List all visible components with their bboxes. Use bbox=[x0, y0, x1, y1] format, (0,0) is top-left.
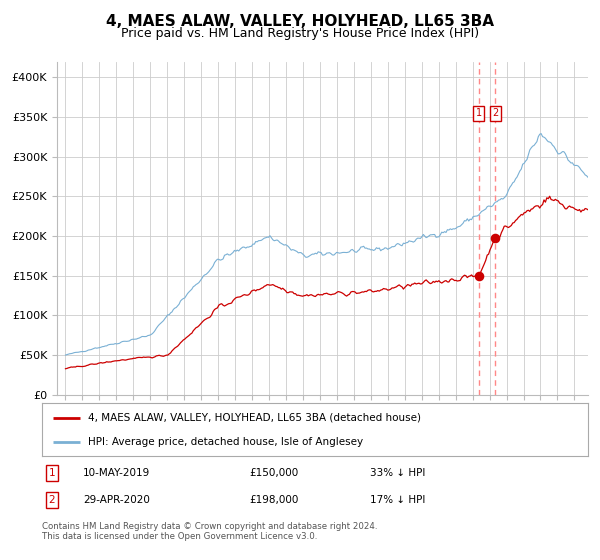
Text: £198,000: £198,000 bbox=[250, 496, 299, 505]
Text: Contains HM Land Registry data © Crown copyright and database right 2024.: Contains HM Land Registry data © Crown c… bbox=[42, 522, 377, 531]
Text: 33% ↓ HPI: 33% ↓ HPI bbox=[370, 468, 425, 478]
Point bbox=[474, 272, 484, 281]
Text: HPI: Average price, detached house, Isle of Anglesey: HPI: Average price, detached house, Isle… bbox=[88, 437, 364, 447]
Point bbox=[490, 234, 500, 242]
Text: 4, MAES ALAW, VALLEY, HOLYHEAD, LL65 3BA (detached house): 4, MAES ALAW, VALLEY, HOLYHEAD, LL65 3BA… bbox=[88, 413, 421, 423]
Text: 1: 1 bbox=[476, 108, 482, 118]
Text: Price paid vs. HM Land Registry's House Price Index (HPI): Price paid vs. HM Land Registry's House … bbox=[121, 27, 479, 40]
Text: 2: 2 bbox=[492, 108, 499, 118]
Text: 2: 2 bbox=[49, 496, 55, 505]
Text: 1: 1 bbox=[49, 468, 55, 478]
Text: 29-APR-2020: 29-APR-2020 bbox=[83, 496, 150, 505]
Text: 17% ↓ HPI: 17% ↓ HPI bbox=[370, 496, 425, 505]
Text: £150,000: £150,000 bbox=[250, 468, 299, 478]
Text: 4, MAES ALAW, VALLEY, HOLYHEAD, LL65 3BA: 4, MAES ALAW, VALLEY, HOLYHEAD, LL65 3BA bbox=[106, 14, 494, 29]
Text: 10-MAY-2019: 10-MAY-2019 bbox=[83, 468, 150, 478]
Text: This data is licensed under the Open Government Licence v3.0.: This data is licensed under the Open Gov… bbox=[42, 532, 317, 541]
